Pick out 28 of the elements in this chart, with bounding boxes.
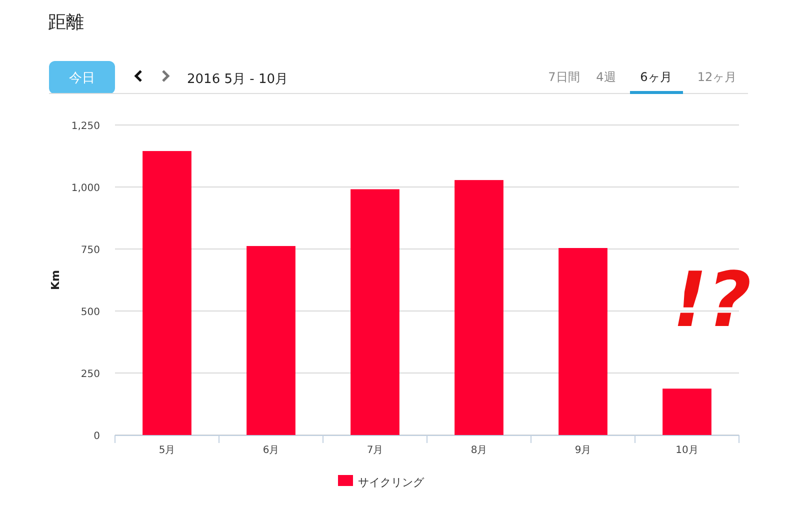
- legend-label: サイクリング: [358, 476, 425, 489]
- y-tick-label: 750: [80, 245, 100, 256]
- y-tick-label: 1,000: [71, 183, 100, 194]
- text: 6ヶ月: [640, 70, 672, 84]
- bar: [246, 246, 296, 435]
- x-tick-label: 9月: [574, 445, 592, 456]
- text: 12ヶ月: [697, 70, 737, 84]
- text: 2016 5月 - 10月: [187, 72, 288, 87]
- bar: [142, 151, 192, 435]
- text: 4週: [596, 70, 616, 84]
- bar: [350, 189, 400, 435]
- y-tick-label: 1,250: [71, 121, 100, 132]
- y-tick-label: 250: [80, 369, 100, 380]
- annotation: !?: [672, 255, 752, 344]
- x-tick-label: 10月: [676, 445, 698, 456]
- chart-title: 距離: [48, 12, 84, 33]
- x-tick-label: 6月: [262, 445, 280, 456]
- text: 7日間: [548, 70, 580, 84]
- x-tick-label: 7月: [366, 445, 384, 456]
- bar: [662, 388, 712, 435]
- y-axis-title: Km: [49, 270, 62, 290]
- x-tick-label: 5月: [158, 445, 176, 456]
- y-tick-label: 0: [94, 431, 100, 442]
- x-tick-label: 8月: [470, 445, 488, 456]
- bar: [454, 180, 504, 435]
- bar: [558, 248, 608, 435]
- text: 今日: [69, 71, 95, 86]
- y-tick-label: 500: [80, 307, 100, 318]
